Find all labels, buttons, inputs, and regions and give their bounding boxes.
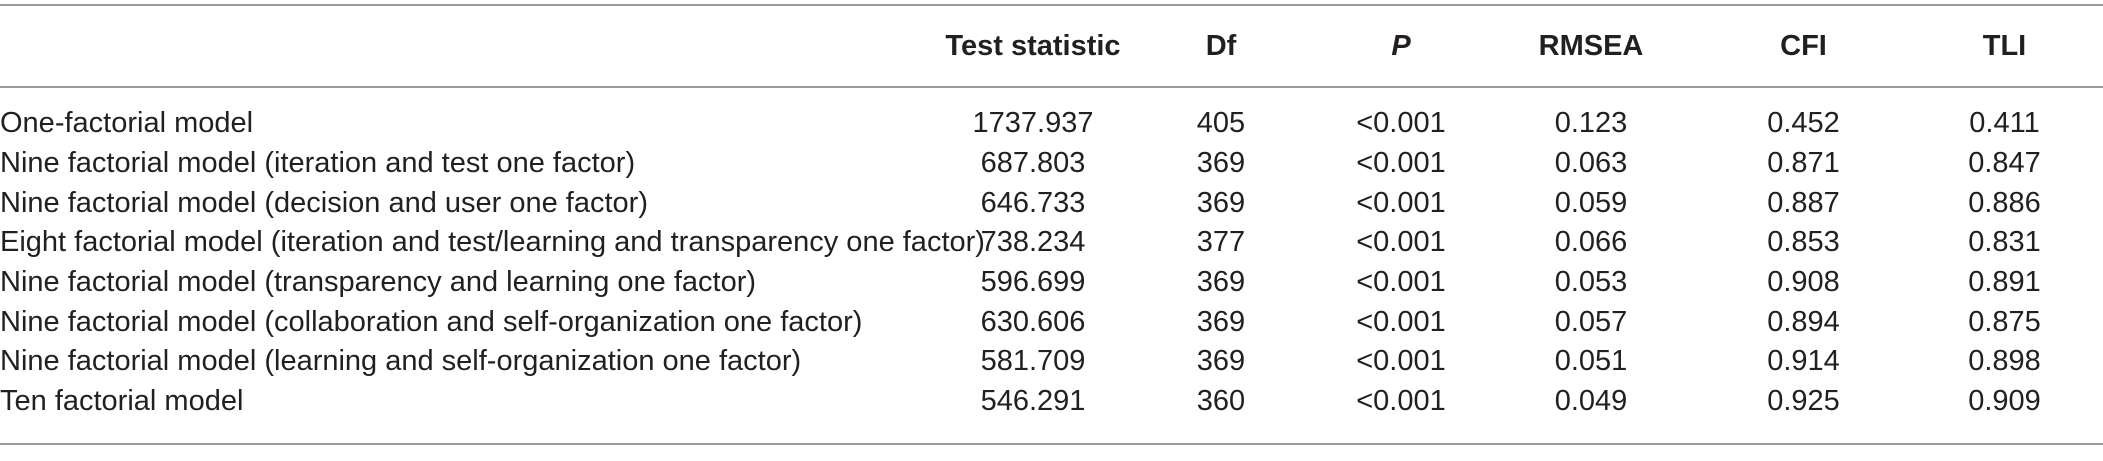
table-row: Nine factorial model (learning and self-… [0, 342, 2103, 382]
cfi-value: 0.894 [1767, 305, 1840, 338]
test-statistic-value: 546.291 [980, 385, 1086, 418]
df-value: 369 [1196, 266, 1246, 299]
header-df: Df [1205, 29, 1237, 62]
table-row: Eight factorial model (iteration and tes… [0, 223, 2103, 263]
rmsea-value: 0.057 [1554, 305, 1628, 338]
cfi-value: 0.871 [1767, 147, 1840, 180]
test-statistic-value: 630.606 [980, 305, 1086, 338]
rmsea-value: 0.123 [1554, 107, 1628, 140]
table-row: Ten factorial model 546.291 360 <0.001 0… [0, 382, 2103, 422]
df-value: 377 [1196, 226, 1246, 259]
header-p: P [1391, 29, 1411, 62]
p-value: <0.001 [1356, 107, 1446, 140]
header-cfi: CFI [1780, 29, 1827, 62]
p-value: <0.001 [1356, 147, 1446, 180]
table-row: Nine factorial model (collaboration and … [0, 302, 2103, 342]
model-name: Nine factorial model (transparency and l… [0, 266, 757, 299]
table-row: One-factorial model 1737.937 405 <0.001 … [0, 104, 2103, 144]
tli-value: 0.847 [1968, 147, 2041, 180]
df-value: 369 [1196, 345, 1246, 378]
header-model [0, 5, 945, 87]
header-tli: TLI [1982, 29, 2027, 62]
rmsea-value: 0.051 [1554, 345, 1628, 378]
p-value: <0.001 [1356, 186, 1446, 219]
p-value: <0.001 [1356, 266, 1446, 299]
df-value: 360 [1196, 385, 1246, 418]
table-row: Nine factorial model (iteration and test… [0, 144, 2103, 184]
test-statistic-value: 646.733 [980, 186, 1086, 219]
model-name: Nine factorial model (collaboration and … [0, 305, 863, 338]
df-value: 405 [1196, 107, 1246, 140]
header-rmsea: RMSEA [1538, 29, 1644, 62]
table-spacer [0, 87, 2103, 104]
rmsea-value: 0.066 [1554, 226, 1628, 259]
cfi-value: 0.452 [1767, 107, 1840, 140]
tli-value: 0.886 [1968, 186, 2041, 219]
tli-value: 0.411 [1969, 107, 2040, 140]
model-fit-table: Test statistic Df P RMSEA CFI TLI One-fa… [0, 4, 2103, 445]
model-name: Nine factorial model (iteration and test… [0, 147, 636, 180]
df-value: 369 [1196, 186, 1246, 219]
cfi-value: 0.887 [1767, 186, 1840, 219]
tli-value: 0.875 [1968, 305, 2041, 338]
p-value: <0.001 [1356, 385, 1446, 418]
test-statistic-value: 1737.937 [972, 107, 1094, 140]
model-name: Eight factorial model (iteration and tes… [0, 226, 985, 259]
rmsea-value: 0.059 [1554, 186, 1628, 219]
model-name: Nine factorial model (decision and user … [0, 186, 648, 219]
table-row: Nine factorial model (transparency and l… [0, 263, 2103, 303]
cfi-value: 0.914 [1767, 345, 1840, 378]
table-row: Nine factorial model (decision and user … [0, 183, 2103, 223]
rmsea-value: 0.053 [1554, 266, 1628, 299]
table-bottom-rule [0, 421, 2103, 445]
df-value: 369 [1196, 147, 1246, 180]
tli-value: 0.898 [1968, 345, 2041, 378]
p-value: <0.001 [1356, 305, 1446, 338]
test-statistic-value: 596.699 [980, 266, 1086, 299]
df-value: 369 [1196, 305, 1246, 338]
test-statistic-value: 581.709 [980, 345, 1086, 378]
test-statistic-value: 738.234 [980, 226, 1086, 259]
rmsea-value: 0.063 [1554, 147, 1628, 180]
p-value: <0.001 [1356, 226, 1446, 259]
rmsea-value: 0.049 [1554, 385, 1628, 418]
model-name: Nine factorial model (learning and self-… [0, 345, 802, 378]
header-test-statistic: Test statistic [945, 29, 1121, 62]
model-name: One-factorial model [0, 107, 254, 140]
cfi-value: 0.853 [1767, 226, 1840, 259]
cfi-value: 0.925 [1767, 385, 1840, 418]
tli-value: 0.909 [1968, 385, 2041, 418]
table-header-row: Test statistic Df P RMSEA CFI TLI [0, 5, 2103, 87]
model-name: Ten factorial model [0, 385, 244, 418]
test-statistic-value: 687.803 [980, 147, 1086, 180]
tli-value: 0.831 [1968, 226, 2041, 259]
tli-value: 0.891 [1968, 266, 2041, 299]
p-value: <0.001 [1356, 345, 1446, 378]
cfi-value: 0.908 [1767, 266, 1840, 299]
